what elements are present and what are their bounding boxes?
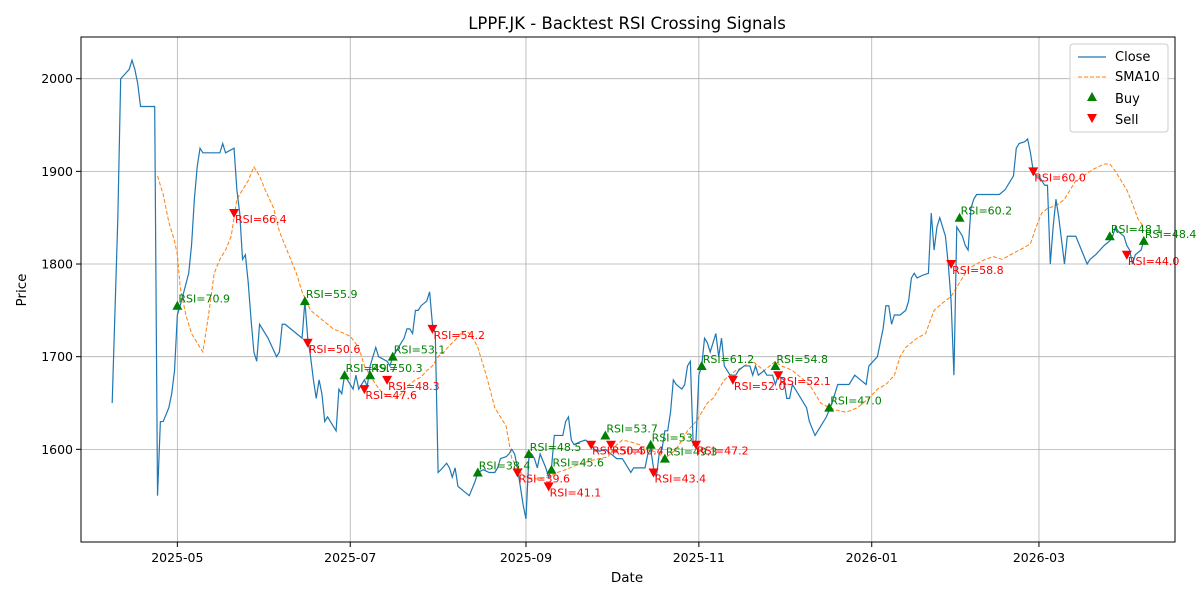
- buy-signal-label: RSI=48.5: [530, 441, 582, 454]
- y-tick-label: 1700: [41, 349, 73, 364]
- sell-signal-marker: [543, 482, 554, 492]
- buy-signal-marker: [387, 351, 398, 361]
- sell-signal-label: RSI=47.2: [697, 445, 749, 458]
- sell-signal-marker: [512, 468, 523, 478]
- buy-signal-label: RSI=53: [652, 432, 693, 445]
- buy-signal-label: RSI=50.3: [371, 362, 423, 375]
- buy-signal-label: RSI=38.4: [479, 460, 531, 473]
- buy-signal-marker: [546, 464, 557, 474]
- sell-signal-marker: [691, 440, 702, 450]
- sell-signal-label: RSI=52.1: [779, 375, 831, 388]
- buy-signal-marker: [600, 430, 611, 440]
- buy-signal-marker: [299, 296, 310, 306]
- sell-signal-label: RSI=54.2: [433, 329, 485, 342]
- sell-signal-marker: [427, 324, 438, 334]
- sell-signal-marker: [605, 440, 616, 450]
- y-tick-label: 1900: [41, 164, 73, 179]
- buy-signal-label: RSI=60.2: [961, 205, 1013, 218]
- sell-signal-label: RSI=47.6: [365, 389, 417, 402]
- close-series-line: [111, 58, 1145, 519]
- legend-box: [1069, 43, 1169, 133]
- sell-signal-marker: [382, 375, 393, 385]
- y-tick-label: 1600: [41, 442, 73, 457]
- grid: [81, 37, 1175, 542]
- sell-signal-marker: [1028, 167, 1039, 177]
- sell-signal-label: RSI=50.4: [592, 445, 644, 458]
- buy-signal-marker: [696, 360, 707, 370]
- buy-signal-label: RSI=48.1: [1111, 223, 1163, 236]
- x-tick-label: 2025-11: [673, 550, 725, 565]
- sell-signal-marker: [302, 338, 313, 348]
- x-tick-label: 2025-09: [500, 550, 552, 565]
- sell-signal-label: RSI=58.8: [952, 264, 1004, 277]
- sell-signal-marker: [727, 375, 738, 385]
- buy-signal-marker: [172, 300, 183, 310]
- sell-signal-marker: [359, 385, 370, 395]
- buy-signal-marker: [954, 212, 965, 222]
- y-tick-label: 2000: [41, 71, 73, 86]
- legend-sma-label: SMA10: [1115, 70, 1160, 85]
- buy-signal-label: RSI=55.9: [306, 288, 358, 301]
- legend-sell-label: Sell: [1115, 113, 1138, 128]
- sell-signal-label: RSI=44.0: [1128, 255, 1180, 268]
- buy-signal-label: RSI=48.4: [1145, 228, 1197, 241]
- buy-signal-marker: [659, 453, 670, 463]
- sell-signal-label: RSI=66.4: [235, 213, 287, 226]
- sell-signal-label: RSI=50.4: [612, 445, 664, 458]
- x-tick-label: 2026-01: [846, 550, 898, 565]
- x-tick-label: 2025-05: [151, 550, 203, 565]
- plot-frame: [80, 36, 1176, 543]
- x-axis: 2025-05 2025-07 2025-09 2025-11 2026-01 2026-…: [151, 542, 1065, 565]
- sell-signal-label: RSI=60.0: [1034, 171, 1086, 184]
- x-tick-label: 2026-03: [1013, 550, 1065, 565]
- legend-buy-marker: [1087, 92, 1097, 101]
- buy-signal-label: RSI=47.0: [830, 395, 882, 408]
- legend-buy-label: Buy: [1115, 92, 1140, 107]
- sell-signal-marker: [946, 260, 957, 270]
- sell-signal-label: RSI=39.6: [518, 473, 570, 486]
- y-tick-label: 1800: [41, 257, 73, 272]
- buy-signal-label: RSI=49.7: [346, 362, 398, 375]
- sell-signal-label: RSI=48.3: [388, 380, 440, 393]
- buy-signal-marker: [824, 402, 835, 412]
- buy-signal-marker: [1104, 231, 1115, 241]
- x-axis-label: Date: [611, 570, 643, 586]
- buy-signal-label: RSI=61.2: [703, 353, 755, 366]
- sell-signal-label: RSI=43.4: [655, 473, 707, 486]
- buy-signal-label: RSI=53.7: [606, 422, 658, 435]
- sell-signal-marker: [1121, 250, 1132, 260]
- sell-signal-marker: [586, 440, 597, 450]
- buy-signal-marker: [770, 360, 781, 370]
- buy-signal-label: RSI=45.6: [552, 457, 604, 470]
- y-axis: 1600 1700 1800 1900 2000: [41, 71, 81, 457]
- y-axis-label: Price: [14, 274, 30, 307]
- buy-signal-label: RSI=49.3: [666, 446, 718, 459]
- buy-signal-marker: [472, 467, 483, 477]
- sell-signal-marker: [648, 468, 659, 478]
- sell-signal-label: RSI=41.1: [550, 486, 602, 499]
- legend-sell-marker: [1087, 114, 1097, 123]
- buy-signal-marker: [339, 370, 350, 380]
- signal-markers: RSI=70.9 RSI=66.4 RSI=55.9 RSI=50.6 RSI=49.7…: [172, 167, 1196, 499]
- buy-signal-label: RSI=53.1: [394, 344, 446, 357]
- sell-signal-label: RSI=50.6: [309, 343, 361, 356]
- buy-signal-marker: [1138, 235, 1149, 245]
- legend-close-label: Close: [1115, 50, 1150, 65]
- x-tick-label: 2025-07: [324, 550, 376, 565]
- sell-signal-marker: [773, 371, 784, 381]
- chart-title: LPPF.JK - Backtest RSI Crossing Signals: [468, 14, 786, 33]
- sell-signal-label: RSI=52.0: [734, 380, 786, 393]
- buy-signal-marker: [365, 370, 376, 380]
- buy-signal-marker: [523, 448, 534, 458]
- buy-signal-label: RSI=54.8: [776, 353, 828, 366]
- buy-signal-label: RSI=70.9: [178, 293, 230, 306]
- sell-signal-marker: [229, 209, 240, 219]
- buy-signal-marker: [645, 439, 656, 449]
- legend: Close SMA10 Buy Sell: [1069, 43, 1169, 133]
